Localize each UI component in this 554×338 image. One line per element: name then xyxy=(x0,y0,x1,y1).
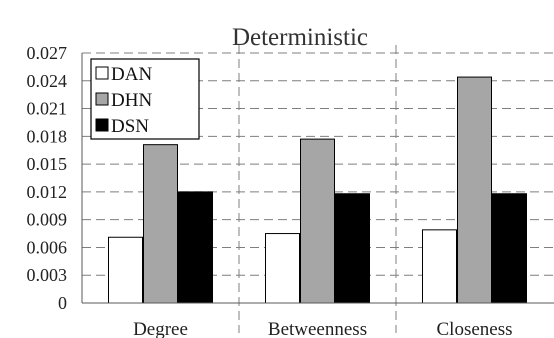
y-tick-label: 0.003 xyxy=(27,265,68,285)
legend-swatch-dsn xyxy=(95,118,109,132)
chart-title: Deterministic xyxy=(232,24,368,51)
x-category-label: Betweenness xyxy=(268,319,367,338)
y-tick-label: 0 xyxy=(58,293,67,313)
y-tick-label: 0.009 xyxy=(27,210,68,230)
bar-dhn-closeness xyxy=(457,76,492,304)
bar-dhn-betweenness xyxy=(300,138,335,304)
bar-dan-betweenness xyxy=(265,233,300,304)
legend-box xyxy=(90,58,200,140)
axes: 0 0.003 0.006 0.009 0.012 0.015 0.018 0.021 0.02… xyxy=(27,43,554,338)
bar-dhn-degree xyxy=(143,144,178,304)
y-tick-label: 0.006 xyxy=(27,237,68,257)
bar-dan-degree xyxy=(108,236,143,304)
legend-swatch-dan xyxy=(95,66,109,80)
x-category-label: Closeness xyxy=(437,319,513,338)
legend-label-dhn: DHN xyxy=(111,90,152,111)
legend-swatch-dhn xyxy=(95,92,109,106)
y-tick-label: 0.024 xyxy=(27,71,68,91)
y-tick-label: 0.027 xyxy=(27,43,68,63)
bars xyxy=(108,76,527,304)
legend: DAN DHN DSN xyxy=(90,58,200,140)
bar-dan-closeness xyxy=(422,229,457,304)
y-tick-label: 0.021 xyxy=(27,99,68,119)
x-category-label: Degree xyxy=(133,319,188,338)
bar-dsn-closeness xyxy=(492,193,527,304)
y-tick-label: 0.012 xyxy=(27,182,68,202)
bar-dsn-betweenness xyxy=(335,193,370,304)
bar-dsn-degree xyxy=(178,191,213,304)
legend-label-dsn: DSN xyxy=(111,116,149,137)
legend-label-dan: DAN xyxy=(111,64,152,85)
y-tick-label: 0.015 xyxy=(27,154,68,174)
y-tick-label: 0.018 xyxy=(27,126,68,146)
